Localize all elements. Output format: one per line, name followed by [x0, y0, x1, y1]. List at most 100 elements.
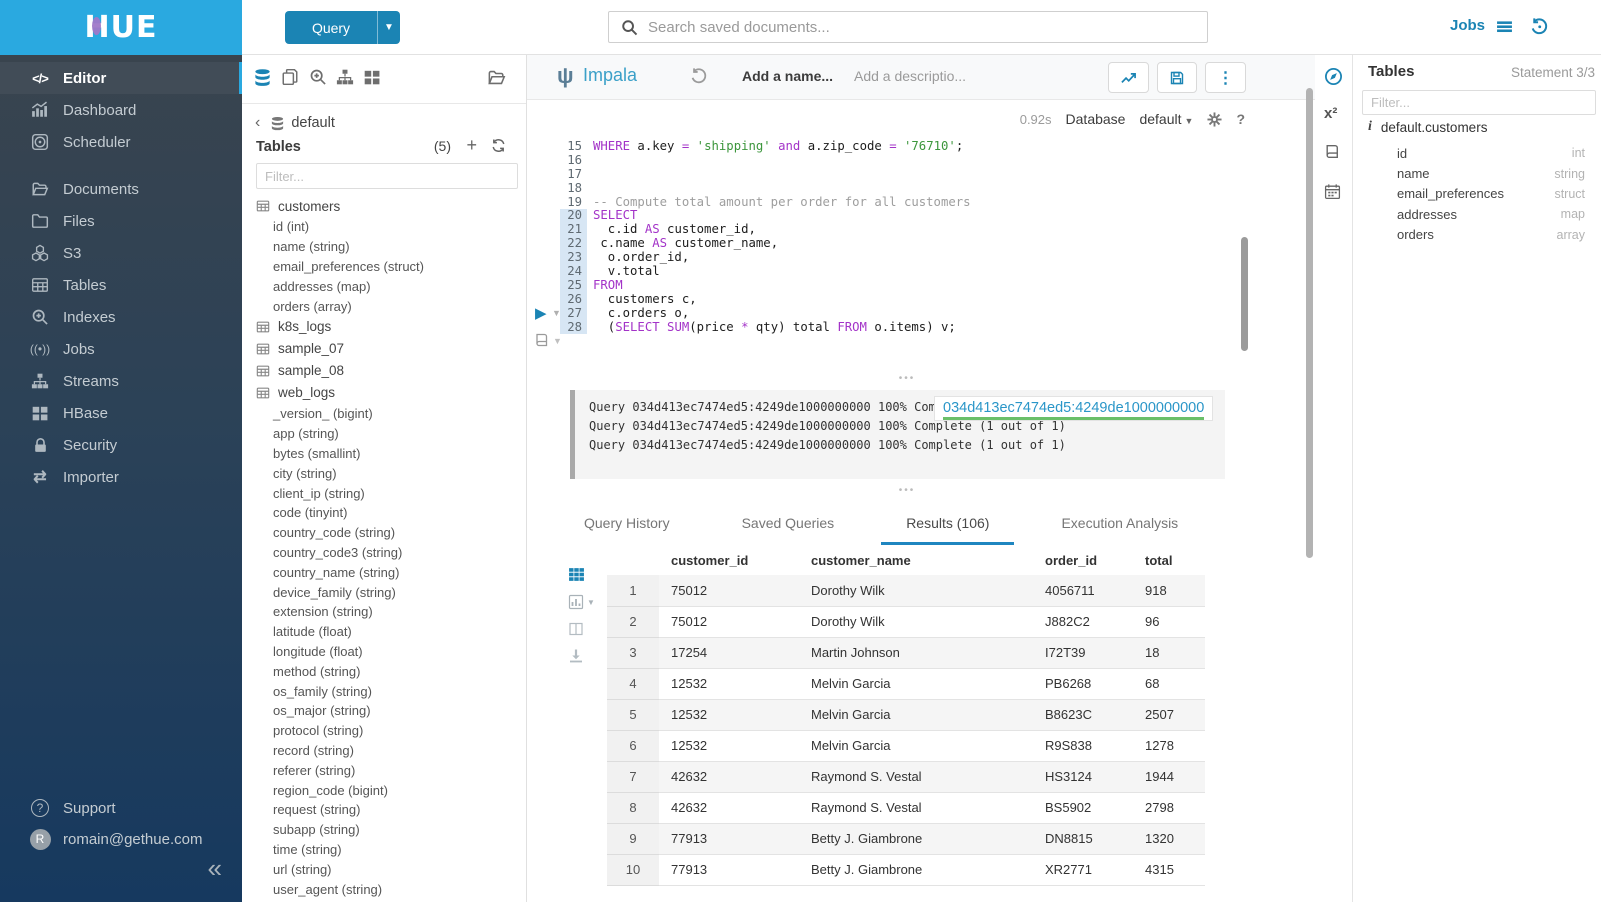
- grid-view-icon[interactable]: [568, 566, 585, 583]
- database-selector[interactable]: default ▼: [1139, 111, 1194, 127]
- query-history-icon[interactable]: [690, 67, 708, 85]
- sidebar-item-tables[interactable]: Tables: [0, 269, 242, 301]
- tree-table-sample-07[interactable]: sample_07: [242, 338, 526, 360]
- database-name[interactable]: default: [291, 115, 335, 131]
- book-options-caret-icon[interactable]: ▼: [553, 336, 562, 346]
- engine-name[interactable]: Impala: [583, 65, 638, 85]
- save-button[interactable]: [1157, 62, 1197, 93]
- more-actions-button[interactable]: ⋮: [1205, 62, 1246, 93]
- download-icon[interactable]: [568, 648, 584, 664]
- column-header-customer-id[interactable]: customer_id: [671, 552, 749, 568]
- tree-column[interactable]: country_code3 (string): [273, 544, 403, 560]
- right-filter-input[interactable]: [1362, 90, 1596, 115]
- tree-column[interactable]: _version_ (bigint): [273, 406, 373, 422]
- language-reference-icon[interactable]: [1324, 143, 1341, 160]
- tree-column[interactable]: client_ip (string): [273, 485, 365, 501]
- sidebar-item-indexes[interactable]: Indexes: [0, 301, 242, 333]
- tree-column[interactable]: device_family (string): [273, 584, 396, 600]
- tree-column[interactable]: request (string): [273, 802, 361, 818]
- tree-column[interactable]: time (string): [273, 841, 342, 857]
- table-row[interactable]: 7 42632 Raymond S. Vestal HS3124 1944: [607, 761, 1205, 793]
- table-row[interactable]: 9 77913 Betty J. Giambrone DN8815 1320: [607, 823, 1205, 855]
- sidebar-item-support[interactable]: ? Support: [0, 793, 242, 823]
- tree-column[interactable]: code (tinyint): [273, 505, 348, 521]
- resize-handle-results[interactable]: •••: [898, 485, 916, 496]
- tree-table-k8s-logs[interactable]: k8s_logs: [242, 316, 526, 338]
- tree-column[interactable]: extension (string): [273, 604, 373, 620]
- sidebar-item-user[interactable]: R romain@gethue.com: [0, 824, 242, 854]
- schema-column-email-preferences[interactable]: email_preferences struct: [1315, 184, 1601, 204]
- compass-icon[interactable]: [1324, 67, 1343, 86]
- table-row[interactable]: 1 75012 Dorothy Wilk 4056711 918: [607, 575, 1205, 607]
- tree-column[interactable]: referer (string): [273, 762, 356, 778]
- tree-column[interactable]: protocol (string): [273, 723, 364, 739]
- tree-column[interactable]: user_agent (string): [273, 881, 383, 897]
- table-row[interactable]: 4 12532 Melvin Garcia PB6268 68: [607, 668, 1205, 700]
- sidebar-item-importer[interactable]: ⇄ Importer: [0, 461, 242, 493]
- tree-column[interactable]: email_preferences (struct): [273, 258, 424, 274]
- back-chevron-icon[interactable]: ‹: [255, 114, 261, 131]
- sidebar-item-hbase[interactable]: HBase: [0, 397, 242, 429]
- sidebar-item-files[interactable]: Files: [0, 205, 242, 237]
- new-query-button[interactable]: Query ▼: [285, 11, 400, 44]
- tab-query-history[interactable]: Query History: [584, 515, 670, 531]
- chart-button[interactable]: [1108, 62, 1149, 93]
- execute-options-caret-icon[interactable]: ▼: [552, 308, 561, 318]
- schema-column-orders[interactable]: orders array: [1315, 225, 1601, 245]
- table-row[interactable]: 3 17254 Martin Johnson I72T39 18: [607, 637, 1205, 669]
- tree-column[interactable]: subapp (string): [273, 822, 360, 838]
- tree-table-sample-08[interactable]: sample_08: [242, 360, 526, 382]
- column-header-customer-name[interactable]: customer_name: [811, 552, 911, 568]
- tree-table-web-logs[interactable]: web_logs: [242, 382, 526, 404]
- sidebar-item-security[interactable]: Security: [0, 429, 242, 461]
- sidebar-item-jobs[interactable]: ((•)) Jobs: [0, 333, 242, 365]
- tab-results-106[interactable]: Results (106): [881, 505, 1015, 545]
- functions-icon[interactable]: x²: [1324, 105, 1338, 122]
- chart-view-icon[interactable]: [568, 594, 584, 610]
- tree-column[interactable]: bytes (smallint): [273, 445, 361, 461]
- execute-button[interactable]: ▶: [535, 305, 547, 322]
- history-icon[interactable]: [1530, 17, 1549, 36]
- query-button-label[interactable]: Query: [311, 19, 351, 36]
- tree-column[interactable]: region_code (bigint): [273, 782, 388, 798]
- table-row[interactable]: 10 77913 Betty J. Giambrone XR2771 4315: [607, 854, 1205, 886]
- table-row[interactable]: 8 42632 Raymond S. Vestal BS5902 2798: [607, 792, 1205, 824]
- sidebar-item-scheduler[interactable]: Scheduler: [0, 126, 242, 158]
- active-table-row[interactable]: i default.customers: [1368, 119, 1487, 135]
- tree-column[interactable]: longitude (float): [273, 643, 363, 659]
- tree-column[interactable]: url (string): [273, 861, 332, 877]
- tree-column[interactable]: id (int): [273, 219, 310, 235]
- sidebar-item-s3[interactable]: S3: [0, 237, 242, 269]
- tree-column[interactable]: record (string): [273, 742, 354, 758]
- refresh-icon[interactable]: [491, 138, 506, 153]
- sidebar-item-editor[interactable]: </> Editor: [0, 62, 242, 94]
- tree-table-customers[interactable]: customers: [242, 195, 526, 217]
- jobs-list-icon[interactable]: [1496, 18, 1513, 35]
- settings-gear-icon[interactable]: [1207, 111, 1222, 127]
- explain-book-icon[interactable]: [534, 332, 550, 348]
- editor-scrollbar[interactable]: [1241, 237, 1248, 351]
- apps-grid-icon[interactable]: [363, 68, 381, 86]
- schema-column-name[interactable]: name string: [1315, 163, 1601, 183]
- collapse-sidebar-icon[interactable]: «: [207, 853, 222, 883]
- tree-column[interactable]: country_name (string): [273, 564, 400, 580]
- column-header-total[interactable]: total: [1145, 552, 1173, 568]
- main-scrollbar[interactable]: [1306, 88, 1313, 558]
- tree-column[interactable]: os_major (string): [273, 703, 371, 719]
- column-header-order-id[interactable]: order_id: [1045, 552, 1098, 568]
- tree-column[interactable]: method (string): [273, 663, 361, 679]
- search-input[interactable]: [648, 18, 1207, 36]
- sitemap-icon[interactable]: [336, 68, 354, 86]
- jobs-link[interactable]: Jobs: [1449, 17, 1485, 34]
- calendar-icon[interactable]: [1324, 183, 1341, 200]
- schema-column-addresses[interactable]: addresses map: [1315, 204, 1601, 224]
- zoom-in-icon[interactable]: [309, 68, 327, 86]
- schema-column-id[interactable]: id int: [1315, 143, 1601, 163]
- query-name-field[interactable]: Add a name...: [742, 68, 834, 84]
- tab-saved-queries[interactable]: Saved Queries: [741, 515, 835, 531]
- logo-bar[interactable]: HUE: [0, 0, 242, 55]
- add-table-icon[interactable]: +: [466, 135, 477, 155]
- shared-documents-icon[interactable]: [487, 68, 506, 87]
- resize-handle-logs[interactable]: •••: [898, 373, 916, 384]
- query-description-field[interactable]: Add a descriptio...: [854, 68, 967, 84]
